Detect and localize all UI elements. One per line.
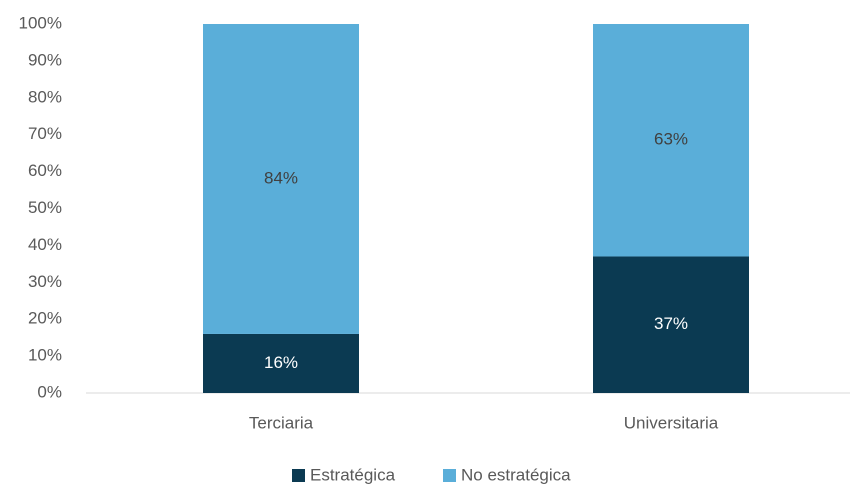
x-tick-label: Terciaria bbox=[249, 413, 314, 432]
value-label: 37% bbox=[654, 314, 688, 333]
value-label: 63% bbox=[654, 130, 688, 149]
y-tick-label: 20% bbox=[28, 309, 62, 328]
legend-swatch bbox=[443, 469, 456, 482]
y-tick-label: 50% bbox=[28, 198, 62, 217]
y-tick-label: 30% bbox=[28, 272, 62, 291]
bar-segment bbox=[593, 24, 749, 257]
legend-label: No estratégica bbox=[461, 465, 571, 484]
y-tick-label: 70% bbox=[28, 124, 62, 143]
x-tick-label: Universitaria bbox=[624, 413, 719, 432]
bar-segment bbox=[593, 256, 749, 393]
y-tick-label: 100% bbox=[19, 13, 62, 32]
y-tick-label: 80% bbox=[28, 87, 62, 106]
y-tick-label: 40% bbox=[28, 235, 62, 254]
y-tick-label: 0% bbox=[37, 382, 62, 401]
bar-segment bbox=[203, 24, 359, 334]
y-tick-label: 60% bbox=[28, 161, 62, 180]
bar-segment bbox=[203, 333, 359, 393]
value-label: 16% bbox=[264, 353, 298, 372]
value-label: 84% bbox=[264, 168, 298, 187]
legend-label: Estratégica bbox=[310, 465, 396, 484]
legend-swatch bbox=[292, 469, 305, 482]
y-tick-label: 10% bbox=[28, 346, 62, 365]
y-tick-label: 90% bbox=[28, 50, 62, 69]
